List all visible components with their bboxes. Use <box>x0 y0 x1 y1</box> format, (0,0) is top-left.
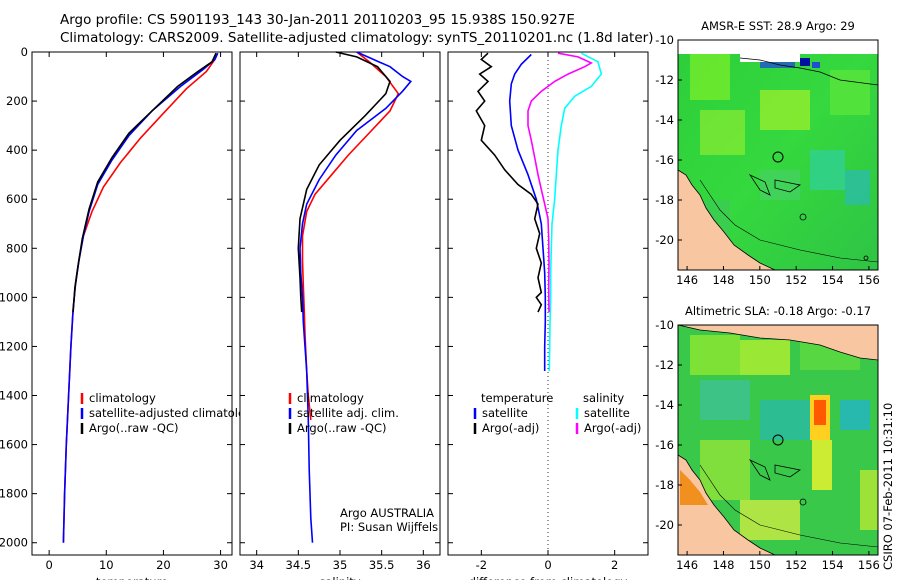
temperature-legend-label: climatology <box>89 391 156 405</box>
depth-tick-label: 1600 <box>0 438 28 452</box>
salinity-panel: 34 34.5 35 35.5 36 salinity climatologysatelli… <box>239 51 441 580</box>
salinity-legend-label: satellite adj. clim. <box>297 406 399 420</box>
sla-map: Altimetric SLA: -0.18 Argo: -0.17 14 <box>655 304 880 572</box>
depth-tick-label: 200 <box>6 94 28 108</box>
sla-map-lon-label: 146 <box>676 558 698 572</box>
difference-xtick-label: -2 <box>476 558 487 572</box>
header-line-1: Argo profile: CS 5901193_143 30-Jan-2011… <box>60 12 575 28</box>
depth-tick-label: 1400 <box>0 389 28 403</box>
sla-map-lat-label: -10 <box>655 318 674 332</box>
sst-map-lon-label: 150 <box>749 273 771 287</box>
difference-plot-frame <box>447 51 649 556</box>
temperature-legend-label: Argo(..raw -QC) <box>89 421 179 435</box>
sla-map-lon-label: 150 <box>749 558 771 572</box>
salinity-xtick-label: 34.5 <box>286 558 312 572</box>
sla-map-lon-label: 154 <box>822 558 844 572</box>
salinity-legend-label: Argo(..raw -QC) <box>297 421 387 435</box>
difference-series-temperature-satellite <box>508 53 547 371</box>
difference-series-salinity-argo-adj- <box>527 52 594 313</box>
salinity-legend-label: climatology <box>297 391 364 405</box>
salinity-series-argo-raw-qc- <box>297 51 391 313</box>
sla-map-lat-label: -18 <box>655 478 674 492</box>
difference-panel: -2 0 2 difference from climatology temperatu… <box>447 51 649 580</box>
temperature-xlabel: temperature <box>96 575 168 580</box>
sst-map: AMSR-E SST: 28.9 Argo: 29 146 <box>655 19 880 287</box>
sst-map-lon-label: 148 <box>712 273 734 287</box>
difference-legend-salinity-label: satellite <box>584 406 630 420</box>
difference-legend-temperature-label: satellite <box>482 406 528 420</box>
temperature-xtick-label: 30 <box>213 558 228 572</box>
sla-map-lon-label: 156 <box>858 558 880 572</box>
salinity-plot-frame <box>239 51 441 556</box>
sst-map-lat-label: -20 <box>655 233 674 247</box>
salinity-series-satellite-adj-clim- <box>299 51 413 543</box>
salinity-xtick-label: 36 <box>416 558 431 572</box>
depth-tick-label: 1200 <box>0 339 28 353</box>
difference-series-salinity-satellite <box>548 52 603 372</box>
difference-xtick-label: 0 <box>544 558 551 572</box>
sla-map-lat-label: -12 <box>655 358 674 372</box>
sst-argo-location-marker <box>772 151 784 163</box>
temperature-plot-frame <box>31 51 233 556</box>
sst-map-lat-label: -10 <box>655 33 674 47</box>
temperature-xtick-label: 0 <box>45 558 52 572</box>
temperature-panel: 0 10 20 30 temperature 0 200 400 600 800 1000 1200 1… <box>0 45 259 580</box>
sst-map-lat-label: -14 <box>655 113 674 127</box>
depth-tick-label: 1000 <box>0 290 28 304</box>
depth-tick-label: 1800 <box>0 487 28 501</box>
depth-tick-label: 600 <box>6 192 28 206</box>
temperature-legend-label: satellite-adjusted climatology <box>89 406 259 420</box>
sst-map-lon-label: 146 <box>676 273 698 287</box>
depth-tick-label: 800 <box>6 241 28 255</box>
sst-map-lon-label: 152 <box>785 273 807 287</box>
difference-legend-salinity-label: Argo(-adj) <box>584 421 641 435</box>
header-line-2: Climatology: CARS2009. Satellite-adjuste… <box>60 30 654 46</box>
sla-argo-location-marker <box>772 434 784 446</box>
sla-map-lat-label: -16 <box>655 438 674 452</box>
depth-tick-label: 0 <box>21 45 28 59</box>
temperature-xtick-label: 20 <box>156 558 171 572</box>
sst-map-lat-label: -18 <box>655 193 674 207</box>
salinity-xlabel: salinity <box>319 575 360 580</box>
credit-text: CSIRO 07-Feb-2011 10:31:10 <box>881 403 895 570</box>
sst-map-lon-label: 156 <box>858 273 880 287</box>
sst-map-lat-label: -16 <box>655 153 674 167</box>
salinity-xtick-label: 34 <box>249 558 264 572</box>
difference-series-temperature-argo-adj- <box>475 52 543 313</box>
depth-tick-label: 400 <box>6 143 28 157</box>
sla-map-lat-label: -14 <box>655 398 674 412</box>
difference-legend-salinity-title: salinity <box>583 391 624 405</box>
depth-tick-label: 2000 <box>0 536 28 550</box>
salinity-xtick-label: 35 <box>333 558 348 572</box>
sst-map-lon-label: 154 <box>822 273 844 287</box>
difference-xlabel: difference from climatology <box>469 575 628 580</box>
difference-legend-temperature-title: temperature <box>481 391 553 405</box>
sla-map-lat-label: -20 <box>655 518 674 532</box>
sla-map-lon-label: 148 <box>712 558 734 572</box>
sst-map-title: AMSR-E SST: 28.9 Argo: 29 <box>701 19 855 33</box>
salinity-xtick-label: 35.5 <box>369 558 395 572</box>
salinity-annotation: Argo AUSTRALIA <box>340 506 434 520</box>
difference-legend-temperature-label: Argo(-adj) <box>482 421 539 435</box>
temperature-xtick-label: 10 <box>99 558 114 572</box>
salinity-annotation: PI: Susan Wijffels <box>340 520 438 534</box>
difference-xtick-label: 2 <box>611 558 618 572</box>
sla-map-title: Altimetric SLA: -0.18 Argo: -0.17 <box>685 304 871 318</box>
sst-map-lat-label: -12 <box>655 73 674 87</box>
sla-map-lon-label: 152 <box>785 558 807 572</box>
temperature-series-argo-raw-qc- <box>72 52 217 313</box>
